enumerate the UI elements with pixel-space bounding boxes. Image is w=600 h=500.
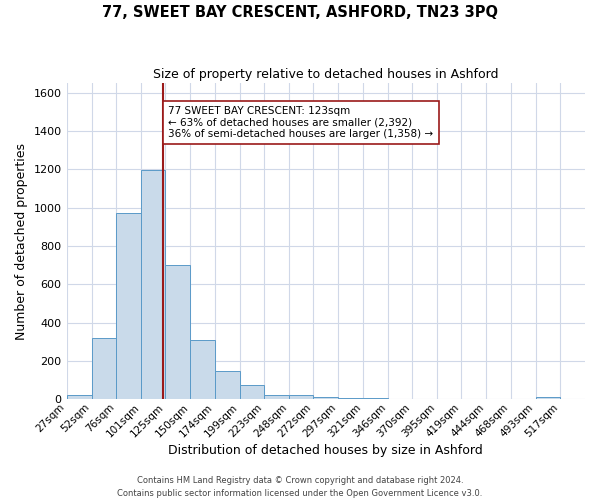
Bar xyxy=(141,170,165,400)
X-axis label: Distribution of detached houses by size in Ashford: Distribution of detached houses by size … xyxy=(169,444,483,458)
Bar xyxy=(239,385,264,400)
Bar xyxy=(190,340,215,400)
Bar xyxy=(338,398,362,400)
Text: Contains HM Land Registry data © Crown copyright and database right 2024.
Contai: Contains HM Land Registry data © Crown c… xyxy=(118,476,482,498)
Bar xyxy=(362,398,388,400)
Bar xyxy=(92,338,116,400)
Bar xyxy=(116,214,141,400)
Title: Size of property relative to detached houses in Ashford: Size of property relative to detached ho… xyxy=(153,68,499,80)
Bar xyxy=(165,265,190,400)
Text: 77 SWEET BAY CRESCENT: 123sqm
← 63% of detached houses are smaller (2,392)
36% o: 77 SWEET BAY CRESCENT: 123sqm ← 63% of d… xyxy=(168,106,433,140)
Text: 77, SWEET BAY CRESCENT, ASHFORD, TN23 3PQ: 77, SWEET BAY CRESCENT, ASHFORD, TN23 3P… xyxy=(102,5,498,20)
Bar xyxy=(388,398,412,400)
Bar xyxy=(215,370,239,400)
Y-axis label: Number of detached properties: Number of detached properties xyxy=(15,142,28,340)
Bar xyxy=(536,398,560,400)
Bar xyxy=(313,398,338,400)
Bar xyxy=(67,394,92,400)
Bar xyxy=(264,394,289,400)
Bar xyxy=(289,396,313,400)
